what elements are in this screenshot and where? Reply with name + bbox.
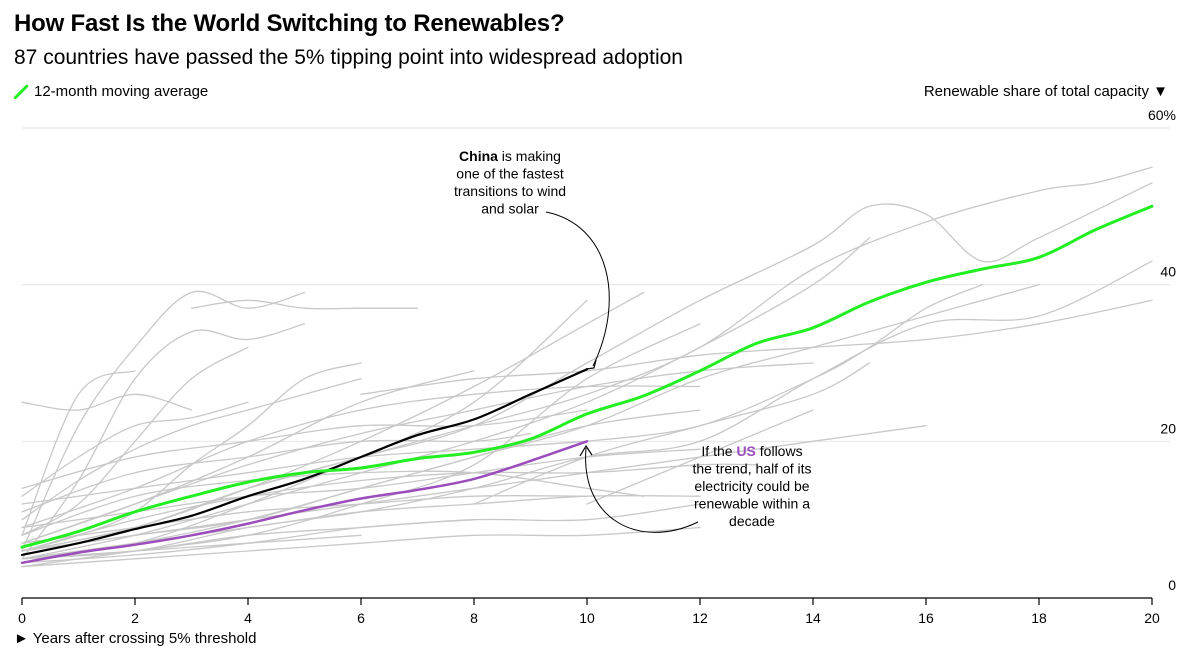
us-arrow [585, 447, 699, 533]
country-line [21, 370, 475, 544]
country-line [247, 182, 1153, 489]
country-line [21, 166, 1153, 552]
legend: 12-month moving average [14, 83, 208, 100]
y-tick-label: 40 [1160, 264, 1176, 280]
chart-title: How Fast Is the World Switching to Renew… [14, 10, 565, 37]
y-axis-title: Renewable share of total capacity ▼ [923, 83, 1168, 100]
legend-swatch-icon [14, 84, 28, 99]
country-line [21, 362, 814, 544]
country-line [21, 440, 588, 505]
country-line [21, 409, 588, 489]
country-line [21, 526, 701, 568]
country-line [21, 534, 362, 560]
country-line [21, 425, 927, 552]
country-line [21, 393, 193, 411]
country-line [21, 370, 136, 536]
country-line [21, 362, 362, 552]
x-tick-label: 6 [357, 610, 365, 626]
y-tick-label: 0 [1168, 577, 1176, 593]
x-tick-label: 10 [579, 610, 595, 626]
us-annotation: If the US follows the trend, half of its e… [692, 443, 811, 529]
annotations: China is making one of the fastest transit… [454, 148, 812, 533]
country-line [21, 346, 249, 536]
country-line [21, 290, 306, 552]
country-line [21, 401, 249, 497]
highlight-lines [20, 204, 1154, 565]
china-arrow [545, 211, 610, 367]
china-annotation: China is making one of the fastest transit… [454, 148, 566, 217]
x-tick-label: 16 [918, 610, 934, 626]
x-tick-label: 4 [244, 610, 252, 626]
us-arrowhead-icon [579, 444, 593, 457]
x-tick-label: 14 [805, 610, 821, 626]
country-line [473, 362, 871, 505]
average-line [20, 204, 1154, 549]
us-line [20, 440, 589, 565]
country-line [21, 378, 362, 521]
china-arrowhead-icon [585, 359, 597, 370]
china-line [20, 368, 589, 556]
country-line [21, 519, 475, 564]
x-tick-label: 2 [131, 610, 139, 626]
x-tick-label: 8 [470, 610, 478, 626]
legend-label: 12-month moving average [34, 83, 209, 100]
country-line [21, 323, 306, 560]
x-tick-label: 0 [18, 610, 26, 626]
axes: 0 2 4 6 8 10 12 14 16 18 20 [18, 597, 1160, 626]
country-line [21, 470, 645, 536]
country-line [586, 284, 984, 442]
country-line [21, 494, 588, 544]
gridlines: 0 20 40 60% [22, 107, 1176, 593]
country-line [190, 299, 419, 310]
country-line [360, 299, 1153, 395]
x-tick-label: 20 [1144, 610, 1160, 626]
country-line [21, 463, 758, 552]
country-line [21, 432, 532, 513]
country-lines [21, 166, 1153, 568]
chart-subtitle: 87 countries have passed the 5% tipping … [14, 46, 683, 69]
x-axis-title: ► Years after crossing 5% threshold [14, 630, 257, 647]
x-tick-label: 12 [692, 610, 708, 626]
country-line [21, 284, 1040, 560]
y-tick-label: 60% [1148, 107, 1176, 123]
x-tick-label: 18 [1031, 610, 1047, 626]
y-tick-label: 20 [1160, 420, 1176, 436]
